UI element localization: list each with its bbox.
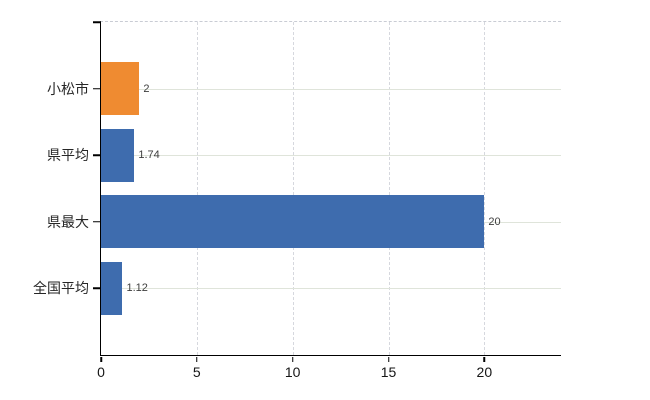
x-tick-label: 10: [284, 364, 301, 380]
horizontal-gridline: [101, 288, 561, 290]
plot-area: 0 5 10 15 20 小松市 2 県平均 1.74 県最大 20 全国平均 1.12: [33, 21, 561, 380]
x-tick-label: 15: [380, 364, 397, 380]
y-axis-tick: [93, 287, 101, 290]
vertical-gridline: [484, 22, 486, 355]
bar-value-label: 1.12: [126, 282, 148, 295]
y-axis-tick: [93, 87, 101, 90]
x-axis-tick: [483, 356, 486, 362]
y-axis-tick: [93, 221, 101, 223]
vertical-gridline: [196, 22, 198, 355]
horizontal-gridline: [101, 155, 561, 157]
category-label: 全国平均: [33, 280, 89, 297]
vertical-gridline: [292, 22, 294, 355]
bar-value-label: 2: [143, 82, 150, 95]
category-label: 小松市: [47, 80, 89, 97]
category-label: 県最大: [47, 213, 89, 230]
bar-value-label: 20: [488, 215, 501, 228]
y-axis-tick: [93, 154, 101, 156]
x-axis-tick: [100, 356, 102, 362]
bar: [101, 195, 485, 249]
x-axis-tick: [291, 356, 294, 362]
bar: [101, 128, 135, 182]
x-tick-label: 0: [97, 364, 105, 380]
category-label: 県平均: [47, 147, 89, 164]
x-axis-tick: [387, 356, 390, 362]
horizontal-gridline: [101, 88, 561, 90]
x-axis-tick: [196, 356, 198, 362]
bar: [101, 62, 140, 116]
vertical-gridline: [388, 22, 390, 355]
x-tick-label: 20: [476, 364, 493, 380]
bar: [101, 261, 123, 315]
x-tick-label: 5: [192, 364, 201, 380]
y-axis-top-tick: [93, 21, 101, 23]
bar-value-label: 1.74: [138, 149, 160, 162]
